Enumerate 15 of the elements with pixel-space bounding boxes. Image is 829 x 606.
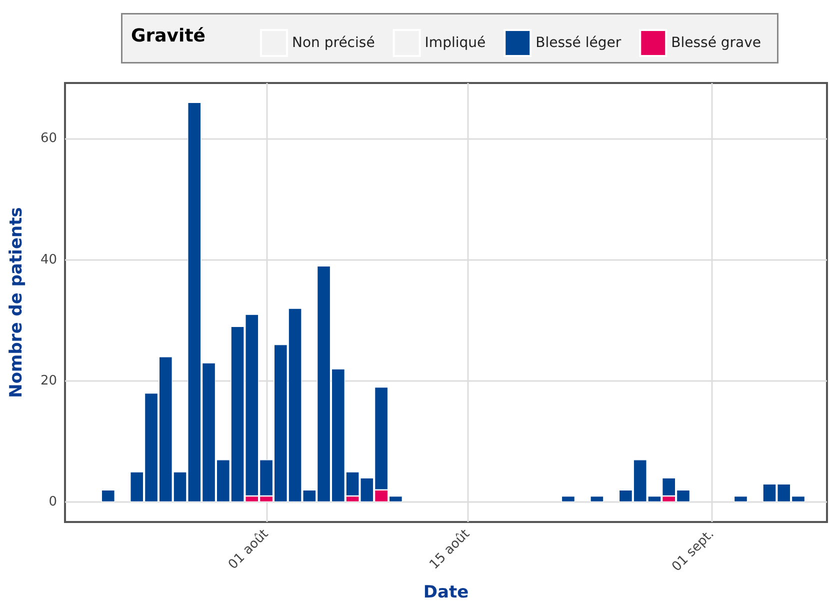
- x-axis-title: Date: [423, 582, 469, 602]
- bar: [734, 496, 748, 502]
- legend-label: Non précisé: [292, 35, 375, 51]
- legend-title: Gravité: [131, 26, 206, 46]
- y-tick-label: 60: [40, 131, 57, 146]
- legend-label: Blessé léger: [536, 35, 622, 51]
- y-tick-label: 40: [40, 252, 57, 268]
- y-tick-label: 20: [40, 373, 57, 388]
- bar: [101, 490, 115, 502]
- bar: [590, 496, 604, 502]
- y-axis-title: Nombre de patients: [6, 207, 26, 398]
- y-tick-label: 0: [48, 494, 57, 510]
- legend-label: Blessé grave: [671, 35, 762, 51]
- legend-label: Impliqué: [424, 35, 486, 51]
- bar: [561, 496, 575, 502]
